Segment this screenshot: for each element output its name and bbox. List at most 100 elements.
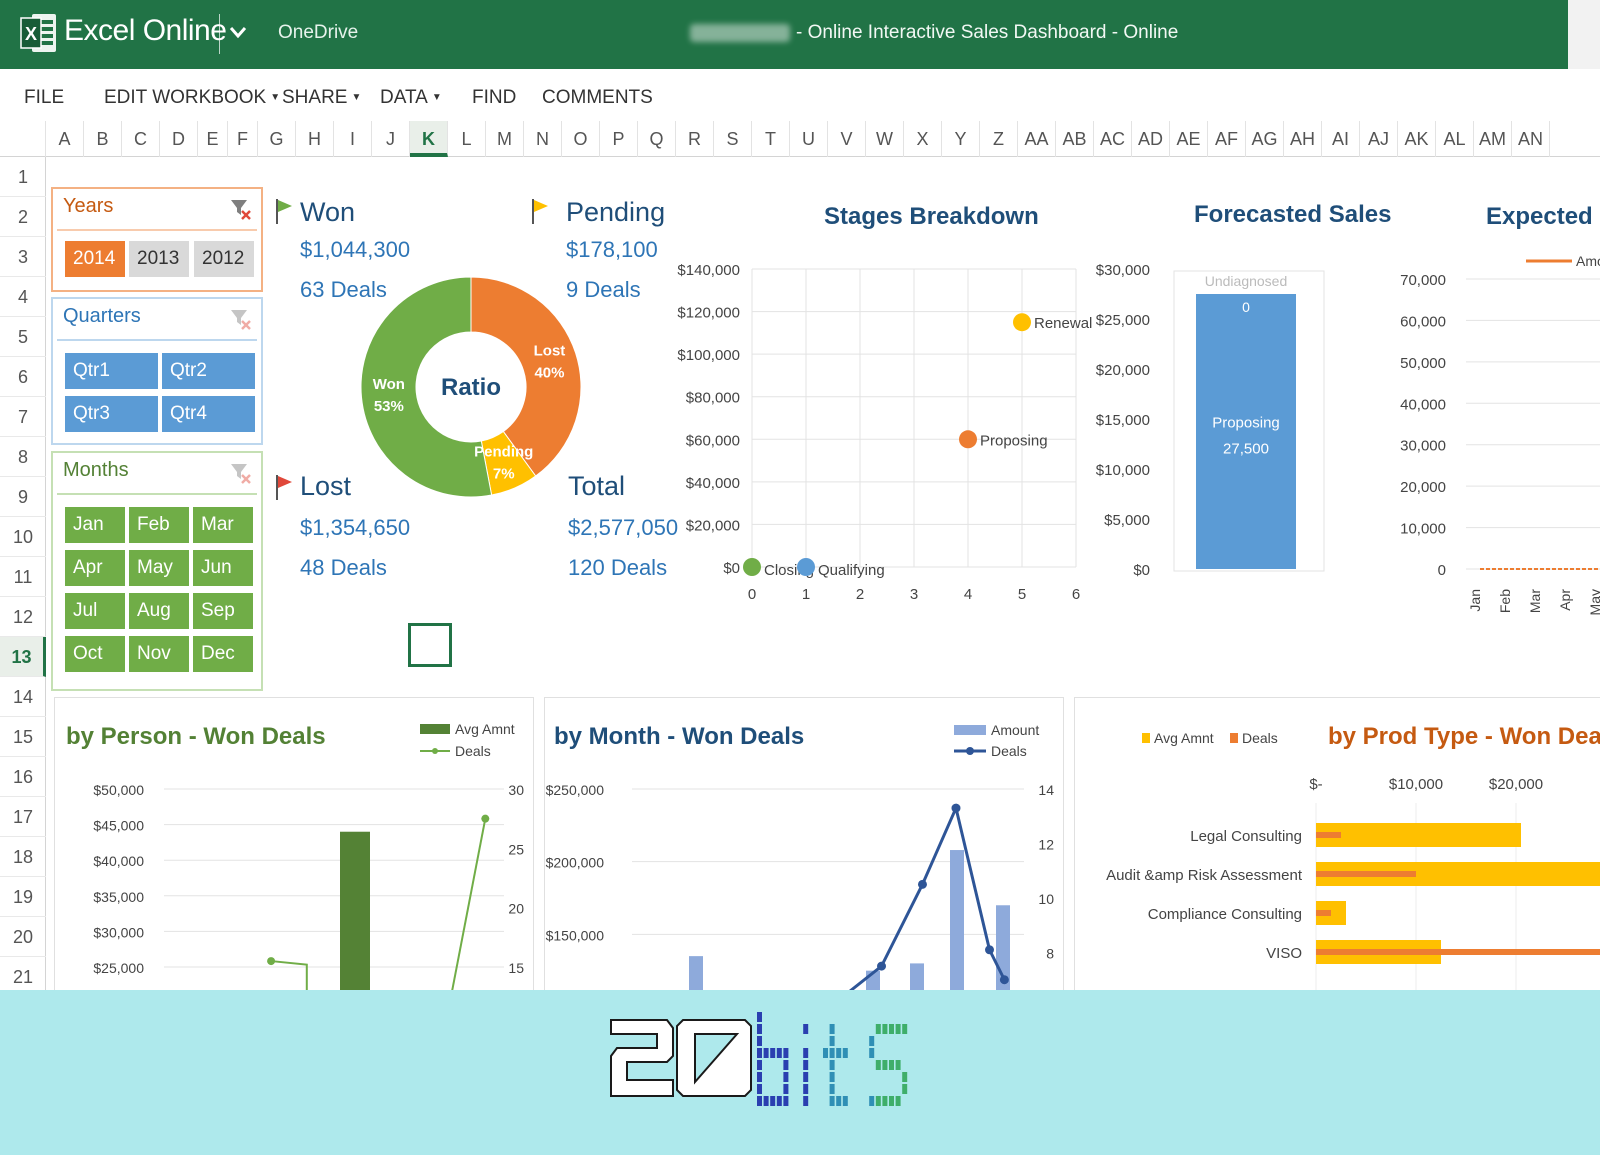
column-header-AM[interactable]: AM [1474,121,1512,157]
column-header-U[interactable]: U [790,121,828,157]
bar-avg-amnt[interactable] [1316,823,1521,847]
ribbon-tab-data[interactable]: DATA ▼ [380,87,442,109]
column-header-S[interactable]: S [714,121,752,157]
clear-filter-icon[interactable] [229,461,251,485]
clear-filter-icon[interactable] [229,307,251,331]
row-header-13[interactable]: 13 [0,637,46,677]
onedrive-link[interactable]: OneDrive [278,22,359,43]
column-header-X[interactable]: X [904,121,942,157]
year-2013-button[interactable]: 2013 [129,241,189,277]
column-header-AE[interactable]: AE [1170,121,1208,157]
ribbon-tab-find[interactable]: FIND [472,87,516,109]
bar-deals[interactable] [1316,871,1416,877]
excel-logo-icon[interactable]: X [20,12,58,54]
column-header-AF[interactable]: AF [1208,121,1246,157]
donut-slice-won[interactable] [360,276,493,498]
point-qualifying[interactable] [797,558,815,576]
bar-avg-amnt[interactable] [340,831,370,990]
column-header-E[interactable]: E [198,121,228,157]
series-line-deals-right[interactable] [449,818,487,990]
column-header-I[interactable]: I [334,121,372,157]
row-header-7[interactable]: 7 [0,397,46,437]
column-header-F[interactable]: F [228,121,258,157]
marker-deals[interactable] [481,814,490,823]
column-header-D[interactable]: D [160,121,198,157]
column-header-Y[interactable]: Y [942,121,980,157]
donut-slice-lost[interactable] [470,276,582,477]
year-2012-button[interactable]: 2012 [194,241,254,277]
column-header-R[interactable]: R [676,121,714,157]
row-header-17[interactable]: 17 [0,797,46,837]
column-header-C[interactable]: C [122,121,160,157]
forecasted-sales-chart[interactable]: $0 $5,000 $10,000 $15,000 $20,000 $25,000 $30,… [1096,247,1396,587]
row-header-11[interactable]: 11 [0,557,46,597]
app-name[interactable]: Excel Online [64,14,227,47]
column-header-A[interactable]: A [46,121,84,157]
bar-deals[interactable] [1316,832,1341,838]
ribbon-tab-share[interactable]: SHARE ▼ [282,87,361,109]
row-header-20[interactable]: 20 [0,917,46,957]
row-header-3[interactable]: 3 [0,237,46,277]
row-header-15[interactable]: 15 [0,717,46,757]
bar-deals[interactable] [1316,910,1331,916]
chevron-down-icon[interactable] [228,22,248,42]
column-header-L[interactable]: L [448,121,486,157]
column-header-T[interactable]: T [752,121,790,157]
by-month-chart[interactable]: Amount Deals $150,000 $200,000 $250,000 8 10 12… [544,717,1064,990]
row-header-5[interactable]: 5 [0,317,46,357]
expected-sales-chart[interactable]: Amou 0 10,000 20,000 30,000 40,000 50,000 60,00… [1366,247,1600,627]
bar-proposing[interactable] [1196,294,1296,569]
month-apr-button[interactable]: Apr [65,550,125,586]
column-header-Z[interactable]: Z [980,121,1018,157]
column-header-G[interactable]: G [258,121,296,157]
column-header-M[interactable]: M [486,121,524,157]
marker-deals[interactable] [999,975,1009,985]
marker-deals[interactable] [917,879,927,889]
row-header-18[interactable]: 18 [0,837,46,877]
row-header-16[interactable]: 16 [0,757,46,797]
month-jan-button[interactable]: Jan [65,507,125,543]
column-header-AH[interactable]: AH [1284,121,1322,157]
column-header-AL[interactable]: AL [1436,121,1474,157]
bar-deals[interactable] [1316,949,1600,955]
year-2014-button[interactable]: 2014 [65,241,125,277]
column-header-AG[interactable]: AG [1246,121,1284,157]
marker-deals[interactable] [951,803,961,813]
row-header-19[interactable]: 19 [0,877,46,917]
column-header-J[interactable]: J [372,121,410,157]
column-header-AC[interactable]: AC [1094,121,1132,157]
row-header-10[interactable]: 10 [0,517,46,557]
series-line-deals[interactable] [837,803,1006,990]
active-cell-k13[interactable] [408,623,452,667]
column-header-H[interactable]: H [296,121,334,157]
column-header-AK[interactable]: AK [1398,121,1436,157]
bar-amount[interactable] [689,956,703,990]
row-header-1[interactable]: 1 [0,157,46,197]
row-header-12[interactable]: 12 [0,597,46,637]
marker-deals[interactable] [267,957,276,966]
point-closing[interactable] [743,558,761,576]
qtr1-button[interactable]: Qtr1 [65,353,158,389]
month-oct-button[interactable]: Oct [65,636,125,672]
column-header-Q[interactable]: Q [638,121,676,157]
column-header-O[interactable]: O [562,121,600,157]
ribbon-tab-comments[interactable]: COMMENTS [542,87,653,109]
worksheet[interactable]: Years 2014 2013 2012 Quarters Qtr1 Qtr2 … [46,157,1600,990]
column-header-B[interactable]: B [84,121,122,157]
month-mar-button[interactable]: Mar [193,507,253,543]
row-header-4[interactable]: 4 [0,277,46,317]
marker-deals[interactable] [877,961,887,971]
point-proposing[interactable] [959,430,977,449]
column-header-AD[interactable]: AD [1132,121,1170,157]
column-header-AI[interactable]: AI [1322,121,1360,157]
stages-breakdown-chart[interactable]: $0 $20,000 $40,000 $60,000 $80,000 $100,000 $1… [666,247,1106,617]
month-jun-button[interactable]: Jun [193,550,253,586]
bar-amount[interactable] [950,850,964,990]
ribbon-tab-file[interactable]: FILE [24,87,64,109]
month-may-button[interactable]: May [129,550,189,586]
row-header-2[interactable]: 2 [0,197,46,237]
month-jul-button[interactable]: Jul [65,593,125,629]
marker-deals[interactable] [985,945,995,955]
month-nov-button[interactable]: Nov [129,636,189,672]
